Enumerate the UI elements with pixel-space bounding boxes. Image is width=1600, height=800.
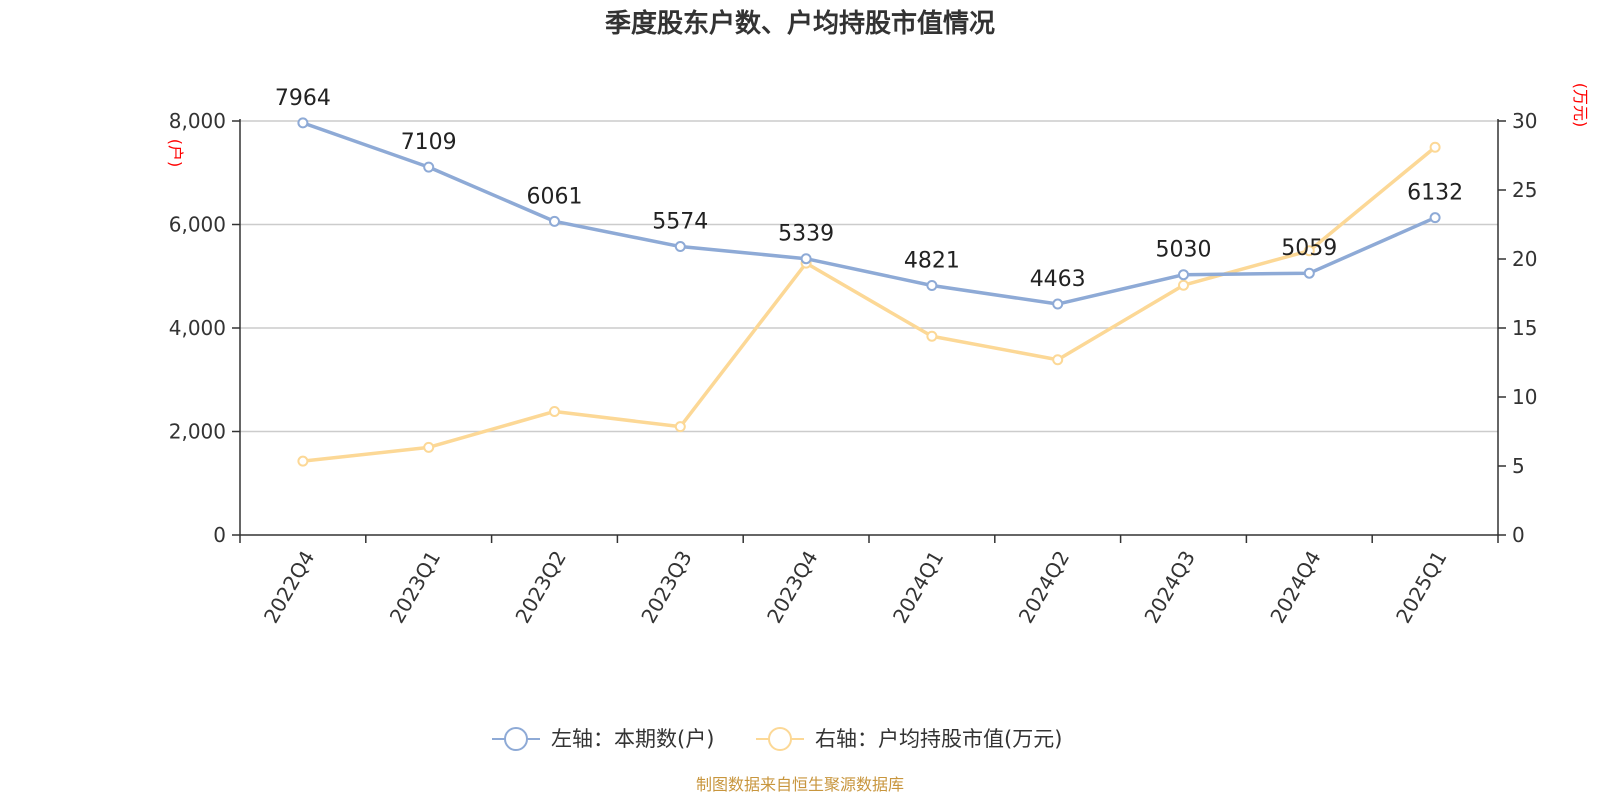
data-point-left[interactable] xyxy=(1178,269,1189,281)
legend-item-left-series[interactable]: 左轴：本期数(户) xyxy=(492,727,714,751)
x-tick-label: 2024Q2 xyxy=(1014,547,1074,628)
data-point-right[interactable] xyxy=(1429,141,1441,153)
data-point-left[interactable] xyxy=(1052,298,1064,310)
legend-item-right-series[interactable]: 右轴：户均持股市值(万元) xyxy=(756,727,1062,751)
left-tick-label: 8,000 xyxy=(169,109,226,133)
right-tick-label: 25 xyxy=(1512,178,1537,202)
right-axis-unit: (万元) xyxy=(1571,83,1590,128)
right-tick-label: 15 xyxy=(1512,316,1537,340)
data-label: 5574 xyxy=(652,210,708,235)
data-point-left[interactable] xyxy=(800,253,812,265)
data-label: 6132 xyxy=(1407,181,1463,206)
series-line-left xyxy=(302,121,1436,306)
legend-marker-right xyxy=(768,727,792,751)
gridlines xyxy=(240,120,1498,433)
x-axis-ticks: 2022Q4 2023Q1 2023Q2 2023Q3 2023Q4 2024Q1 2024… xyxy=(239,535,1499,628)
right-tick-label: 30 xyxy=(1512,109,1537,133)
left-axis-unit: (户) xyxy=(166,139,185,168)
data-labels: 7964 7109 6061 5574 5339 4821 4463 5030 5059 6132 xyxy=(275,86,1463,292)
chart-title: 季度股东户数、户均持股市值情况 xyxy=(605,8,995,39)
x-tick-label: 2022Q4 xyxy=(259,547,319,628)
data-point-left[interactable] xyxy=(549,215,560,227)
legend-label-right: 右轴：户均持股市值(万元) xyxy=(815,727,1062,751)
data-label: 7109 xyxy=(401,130,457,155)
x-tick-label: 2023Q4 xyxy=(762,547,822,628)
data-point-right[interactable] xyxy=(1178,279,1189,291)
x-tick-label: 2024Q4 xyxy=(1265,547,1325,628)
left-axis-ticks: 0 2,000 4,000 6,000 8,000 xyxy=(169,109,240,547)
data-label: 7964 xyxy=(275,86,331,111)
right-tick-label: 5 xyxy=(1512,454,1525,478)
data-label: 5030 xyxy=(1156,238,1212,263)
right-tick-label: 20 xyxy=(1512,247,1537,271)
axes xyxy=(239,119,1499,536)
data-point-right[interactable] xyxy=(549,405,560,417)
data-label: 5059 xyxy=(1281,236,1337,261)
data-point-left[interactable] xyxy=(297,117,309,129)
x-tick-label: 2024Q3 xyxy=(1139,547,1199,628)
data-point-left[interactable] xyxy=(674,241,686,253)
right-tick-label: 10 xyxy=(1512,385,1537,409)
data-point-right[interactable] xyxy=(1303,245,1315,257)
left-tick-label: 0 xyxy=(213,523,226,547)
x-tick-label: 2025Q1 xyxy=(1391,547,1451,628)
data-point-right[interactable] xyxy=(674,421,686,433)
x-tick-label: 2024Q1 xyxy=(888,547,948,628)
left-tick-label: 2,000 xyxy=(169,420,226,444)
x-tick-label: 2023Q3 xyxy=(636,547,696,628)
data-point-left[interactable] xyxy=(926,280,938,292)
data-label: 5339 xyxy=(778,222,834,247)
right-tick-label: 0 xyxy=(1512,523,1525,547)
legend-marker-left xyxy=(504,727,528,751)
left-tick-label: 6,000 xyxy=(169,213,226,237)
x-tick-label: 2023Q1 xyxy=(385,547,445,628)
data-point-left[interactable] xyxy=(423,161,435,173)
legend[interactable]: 左轴：本期数(户) 右轴：户均持股市值(万元) xyxy=(492,727,1062,751)
data-point-right[interactable] xyxy=(297,455,309,467)
x-tick-label: 2023Q2 xyxy=(510,547,570,628)
legend-label-left: 左轴：本期数(户) xyxy=(551,727,714,751)
source-note: 制图数据来自恒生聚源数据库 xyxy=(696,775,904,794)
data-point-left[interactable] xyxy=(1303,267,1315,279)
data-point-right[interactable] xyxy=(1052,354,1064,366)
data-point-right[interactable] xyxy=(423,441,435,453)
series-layer xyxy=(297,117,1441,467)
series-line-right xyxy=(302,145,1437,463)
data-point-left[interactable] xyxy=(1429,212,1441,224)
right-axis-ticks: 0 5 10 15 20 25 30 xyxy=(1498,109,1537,547)
data-label: 6061 xyxy=(527,184,583,209)
series-left xyxy=(297,117,1441,310)
data-point-right[interactable] xyxy=(926,330,938,342)
data-label: 4463 xyxy=(1030,267,1086,292)
series-right xyxy=(297,141,1441,467)
left-tick-label: 4,000 xyxy=(169,316,226,340)
data-label: 4821 xyxy=(904,249,960,274)
